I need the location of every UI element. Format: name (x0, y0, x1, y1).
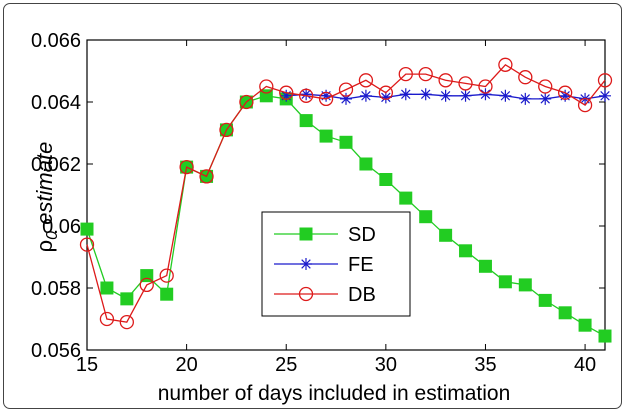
y-tick-label: 0.058 (31, 278, 81, 300)
data-point-db (119, 314, 134, 330)
data-point-sd (100, 281, 114, 295)
data-point-sd (80, 222, 94, 236)
data-point-fe (300, 88, 313, 101)
y-tick-label: 0.062 (31, 154, 81, 176)
data-point-db (219, 122, 234, 138)
data-point-db (538, 79, 553, 94)
data-point-db (139, 277, 154, 293)
legend-label: DB (348, 284, 376, 306)
series-line-db (86, 63, 606, 323)
y-tick-label: 0.06 (42, 216, 81, 238)
data-point-sd (518, 278, 532, 292)
data-point-db (398, 66, 413, 82)
data-point-sd (478, 259, 492, 273)
data-point-db (199, 169, 214, 184)
x-tick-label: 35 (474, 354, 496, 376)
y-axis-title: ρ0 estimate (32, 142, 61, 253)
data-point-db (478, 79, 493, 94)
legend-item-sd: SD (274, 224, 376, 246)
data-point-fe (280, 89, 293, 102)
data-point-db (418, 66, 433, 82)
data-point-sd (558, 306, 572, 320)
data-point-db (99, 311, 115, 327)
data-point-db (518, 70, 533, 85)
data-point-fe (499, 89, 512, 102)
y-tick-label: 0.056 (31, 340, 81, 362)
data-point-sd (120, 292, 134, 306)
data-point-sd (439, 228, 453, 242)
data-point-db (597, 73, 613, 88)
data-point-sd (339, 135, 353, 149)
data-point-sd (459, 244, 473, 258)
data-point-sd (578, 318, 592, 332)
x-tick-label: 20 (175, 354, 197, 376)
y-axis-title-symbol: ρ (32, 240, 57, 253)
data-point-fe (399, 88, 412, 101)
data-point-fe (320, 89, 333, 102)
data-point-fe (359, 89, 372, 102)
data-point-sd (419, 210, 433, 224)
data-point-sd (379, 173, 393, 186)
chart-panel: ρ0 estimate number of days included in e… (3, 3, 622, 409)
data-point-sd (538, 293, 552, 307)
data-point-db (79, 237, 95, 252)
data-point-db (338, 82, 354, 97)
data-point-db (239, 94, 254, 110)
series-db (79, 57, 613, 330)
data-point-db (259, 79, 274, 94)
data-point-db (279, 85, 294, 100)
data-point-fe (459, 89, 472, 102)
data-point-db (577, 97, 593, 113)
data-point-fe (340, 92, 352, 105)
data-point-db (378, 85, 393, 100)
legend-label: FE (348, 254, 374, 276)
data-point-db (179, 159, 194, 175)
x-tick-label: 25 (275, 354, 297, 376)
legend-swatch-marker (300, 258, 312, 270)
data-point-fe (599, 89, 611, 102)
legend-item-fe: FE (274, 254, 374, 276)
x-tick-label: 40 (574, 354, 596, 376)
data-point-sd (498, 275, 512, 289)
data-point-sd (399, 191, 413, 205)
data-point-fe (519, 92, 532, 105)
data-point-fe (419, 88, 432, 101)
data-point-fe (439, 89, 452, 102)
line-chart: ρ0 estimate number of days included in e… (31, 30, 613, 405)
data-point-sd (598, 329, 612, 343)
y-axis-title-subscript: 0 (44, 231, 61, 240)
data-point-db (159, 268, 174, 283)
data-point-db (299, 88, 314, 103)
y-tick-label: 0.066 (31, 30, 81, 52)
legend-item-db: DB (274, 284, 376, 306)
data-point-sd (160, 287, 174, 301)
x-tick-label: 30 (375, 354, 397, 376)
x-tick-label: 15 (76, 354, 98, 376)
data-point-fe (539, 92, 552, 105)
svg-text:ρ0 estimate: ρ0 estimate (32, 142, 61, 253)
legend-label: SD (348, 224, 376, 246)
data-point-db (318, 91, 334, 107)
data-point-db (498, 57, 513, 72)
data-point-fe (379, 91, 392, 104)
data-point-db (438, 73, 453, 88)
data-point-sd (299, 114, 313, 128)
x-axis-title: number of days included in estimation (158, 382, 511, 405)
y-axis-title-text: estimate (32, 142, 57, 231)
y-tick-label: 0.064 (31, 92, 81, 114)
data-point-db (458, 76, 473, 91)
data-point-db (558, 85, 573, 100)
data-point-sd (359, 157, 373, 171)
legend-swatch-marker (299, 227, 313, 241)
data-point-sd (319, 129, 333, 143)
data-point-fe (559, 89, 572, 102)
data-point-db (358, 73, 374, 88)
legend-swatch-marker (298, 286, 314, 302)
data-point-fe (479, 88, 492, 101)
